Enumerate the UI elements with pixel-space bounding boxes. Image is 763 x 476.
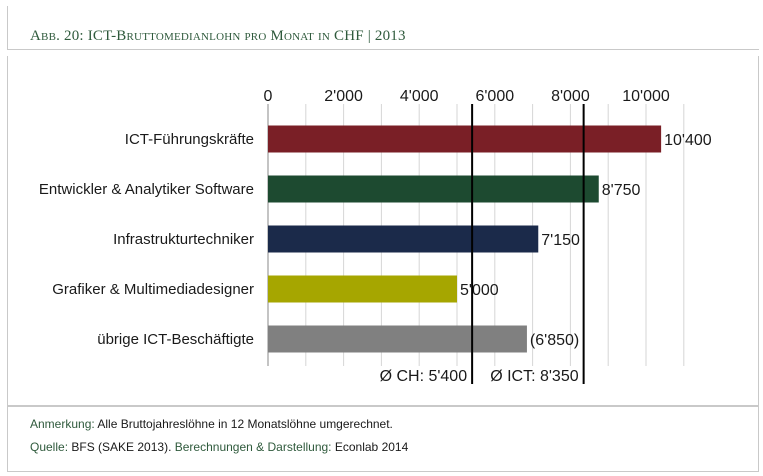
title-box: Abb. 20: ICT-Bruttomedianlohn pro Monat … <box>7 6 759 50</box>
reference-label: Ø CH: 5'400 <box>380 368 468 385</box>
x-axis-ticks: 0 2'000 4'000 6'000 8'000 10'000 <box>264 88 670 105</box>
berechnungen-label: Berechnungen & Darstellung: <box>174 440 332 454</box>
category-label: Grafiker & Multimediadesigner <box>52 281 254 298</box>
category-label: übrige ICT-Beschäftigte <box>97 331 254 348</box>
anmerkung-text: Alle Bruttojahreslöhne in 12 Monatslöhne… <box>94 417 393 431</box>
value-label: 5'000 <box>460 282 499 299</box>
x-tick-label: 8'000 <box>551 88 590 105</box>
bar <box>268 225 539 253</box>
value-labels: 10'400 8'750 7'150 5'000 (6'850) <box>460 132 712 349</box>
chart-frame <box>7 56 759 406</box>
note-anmerkung: Anmerkung: Alle Bruttojahreslöhne in 12 … <box>30 417 393 431</box>
bar-chart: 0 2'000 4'000 6'000 8'000 10'000 ICT-Führungs… <box>39 88 712 385</box>
quelle-text: BFS (SAKE 2013). <box>68 440 175 454</box>
value-label: 7'150 <box>541 232 580 249</box>
bar <box>268 175 599 203</box>
value-label: (6'850) <box>530 332 579 349</box>
bar <box>268 125 662 153</box>
reference-label: Ø ICT: 8'350 <box>490 368 579 385</box>
category-label: Infrastrukturtechniker <box>113 231 254 248</box>
berechnungen-text: Econlab 2014 <box>331 440 409 454</box>
chart-title: Abb. 20: ICT-Bruttomedianlohn pro Monat … <box>30 28 406 44</box>
notes-box: Anmerkung: Alle Bruttojahreslöhne in 12 … <box>7 406 759 472</box>
category-label: ICT-Führungskräfte <box>125 131 254 148</box>
category-label: Entwickler & Analytiker Software <box>39 181 254 198</box>
value-label: 8'750 <box>602 182 641 199</box>
quelle-label: Quelle: <box>30 440 69 454</box>
x-tick-label: 6'000 <box>475 88 514 105</box>
note-quelle: Quelle: BFS (SAKE 2013). Berechnungen & … <box>30 440 408 454</box>
reference-label-bg <box>488 368 581 385</box>
category-labels: ICT-Führungskräfte Entwickler & Analytike… <box>39 131 254 348</box>
x-tick-label: 2'000 <box>324 88 363 105</box>
bar <box>268 325 527 353</box>
value-label: 10'400 <box>664 132 712 149</box>
x-tick-label: 0 <box>264 88 273 105</box>
bar <box>268 275 457 303</box>
x-tick-label: 4'000 <box>400 88 439 105</box>
reference-lines: Ø CH: 5'400 Ø ICT: 8'350 <box>377 104 585 385</box>
bars <box>268 125 662 353</box>
reference-label-bg <box>377 368 470 385</box>
anmerkung-label: Anmerkung: <box>30 417 95 431</box>
x-tick-label: 10'000 <box>622 88 670 105</box>
